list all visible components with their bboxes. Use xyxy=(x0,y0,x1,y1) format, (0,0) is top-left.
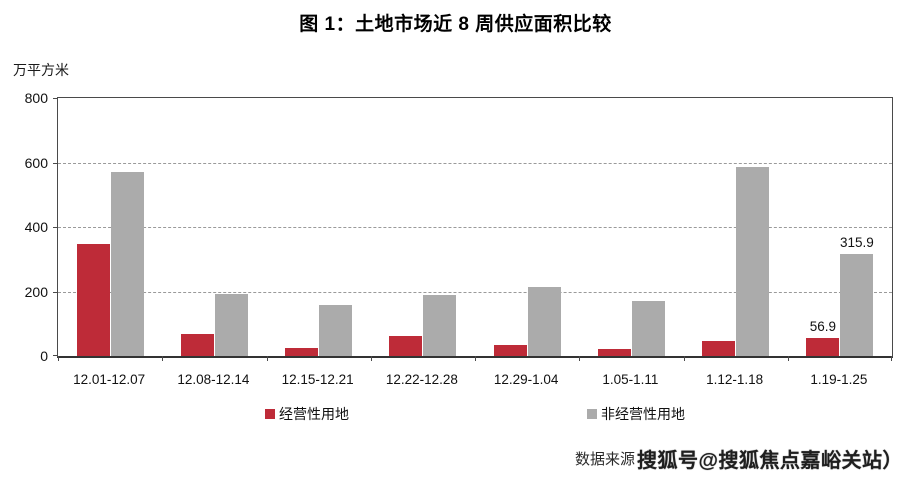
y-tick-mark-0 xyxy=(53,355,58,356)
x-tick-mark-2 xyxy=(266,356,268,361)
x-tick-mark-5 xyxy=(579,356,581,361)
gridline-200 xyxy=(58,291,892,293)
x-axis-label-12.29-1.04: 12.29-1.04 xyxy=(493,372,559,387)
watermark-text: 搜狐号@搜狐焦点嘉峪关站） xyxy=(636,450,903,472)
y-tick-mark-800 xyxy=(53,98,58,99)
bar-gray-12.08-12.14 xyxy=(214,293,248,356)
bar-red-12.29-1.04 xyxy=(493,344,527,356)
bar-gray-12.22-12.28 xyxy=(423,294,457,356)
x-tick-mark-8 xyxy=(891,356,892,361)
y-tick-mark-400 xyxy=(53,227,58,228)
y-tick-label-800: 800 xyxy=(24,90,48,106)
x-axis-label-1.19-1.25: 1.19-1.25 xyxy=(810,372,868,387)
x-axis-label-12.15-12.21: 12.15-12.21 xyxy=(281,372,354,387)
bar-red-1.12-1.18 xyxy=(702,340,736,356)
y-tick-mark-200 xyxy=(53,291,58,293)
x-tick-mark-4 xyxy=(475,356,476,361)
bar-gray-1.12-1.18 xyxy=(736,167,770,356)
x-tick-mark-7 xyxy=(787,356,789,361)
bar-red-12.15-12.21 xyxy=(285,347,319,356)
bar-red-12.01-12.07 xyxy=(76,243,110,356)
legend-swatch-经营性用地 xyxy=(265,409,275,419)
bar-red-12.22-12.28 xyxy=(389,336,423,356)
legend-label-经营性用地: 经营性用地 xyxy=(279,406,349,422)
legend-item-非经营性用地: 非经营性用地 xyxy=(587,404,685,424)
x-axis-label-12.01-12.07: 12.01-12.07 xyxy=(73,372,146,387)
y-tick-mark-600 xyxy=(53,162,58,164)
x-axis-labels: 12.01-12.07 12.08-12.14 12.15-12.21 12.22-1… xyxy=(57,372,893,390)
x-tick-mark-3 xyxy=(370,356,372,361)
legend: 经营性用地 非经营性用地 xyxy=(57,404,893,424)
plot-area: 0 200 400 600 800 56.9 315.9 xyxy=(25,90,893,364)
y-tick-label-200: 200 xyxy=(24,283,48,300)
y-tick-label-0: 0 xyxy=(40,348,48,364)
data-source-label: 数据来源 xyxy=(574,451,635,468)
bar-gray-1.19-1.25 xyxy=(840,254,874,356)
bar-red-1.19-1.25 xyxy=(806,337,840,356)
bar-value-label-315.9: 315.9 xyxy=(839,235,874,251)
y-tick-label-600: 600 xyxy=(24,154,48,171)
y-tick-label-400: 400 xyxy=(24,219,48,235)
y-axis-unit-label: 万平方米 xyxy=(13,62,69,78)
x-tick-mark-0 xyxy=(58,356,59,361)
x-tick-mark-1 xyxy=(162,356,164,361)
bar-red-1.05-1.11 xyxy=(597,348,631,356)
x-axis-label-1.12-1.18: 1.12-1.18 xyxy=(706,372,764,387)
x-tick-mark-6 xyxy=(683,356,685,361)
x-axis-label-1.05-1.11: 1.05-1.11 xyxy=(602,372,659,387)
gridline-600 xyxy=(58,162,892,164)
gridline-400 xyxy=(58,227,892,228)
legend-swatch-非经营性用地 xyxy=(587,409,597,419)
bar-gray-12.01-12.07 xyxy=(110,172,144,356)
bar-gray-1.05-1.11 xyxy=(631,300,665,356)
bar-gray-12.29-1.04 xyxy=(527,286,561,356)
chart-title: 图 1：土地市场近 8 周供应面积比较 xyxy=(299,14,612,35)
bar-gray-12.15-12.21 xyxy=(319,305,353,356)
x-axis-label-12.08-12.14: 12.08-12.14 xyxy=(177,372,250,387)
x-axis-label-12.22-12.28: 12.22-12.28 xyxy=(385,372,458,387)
legend-item-经营性用地: 经营性用地 xyxy=(265,404,349,424)
footer: 数据来源 搜狐号@搜狐焦点嘉峪关站） xyxy=(575,444,903,473)
bar-red-12.08-12.14 xyxy=(180,334,214,356)
bar-value-label-56.9: 56.9 xyxy=(809,318,837,334)
legend-label-非经营性用地: 非经营性用地 xyxy=(601,406,685,422)
